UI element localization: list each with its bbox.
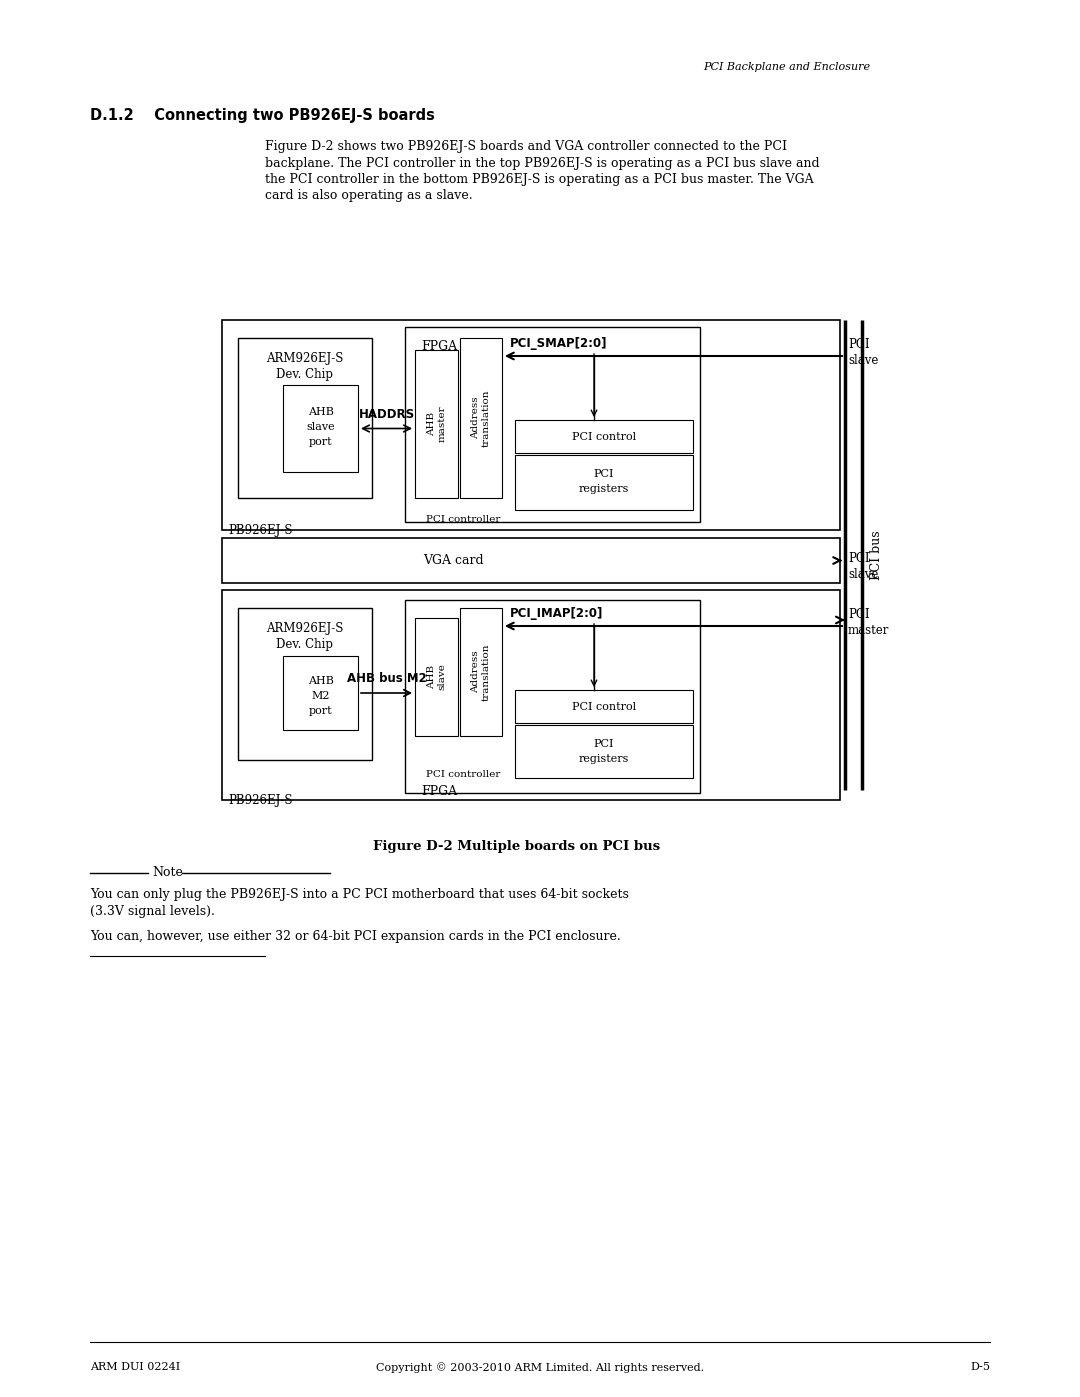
Text: FPGA: FPGA [421, 785, 457, 798]
Text: slave: slave [848, 353, 878, 367]
Text: AHB: AHB [308, 676, 334, 686]
Text: Address
translation: Address translation [471, 643, 490, 701]
Text: card is also operating as a slave.: card is also operating as a slave. [265, 190, 473, 203]
Bar [415, 351, 458, 497]
Text: PB926EJ-S: PB926EJ-S [228, 793, 293, 807]
Bar [222, 320, 840, 529]
Text: registers: registers [579, 754, 630, 764]
Text: AHB
master: AHB master [427, 405, 446, 443]
Text: M2: M2 [311, 692, 329, 701]
Text: Dev. Chip: Dev. Chip [276, 638, 334, 651]
Text: Dev. Chip: Dev. Chip [276, 367, 334, 381]
Bar [515, 455, 693, 510]
Text: PCI: PCI [848, 608, 869, 622]
Text: Figure D-2 shows two PB926EJ-S boards and VGA controller connected to the PCI: Figure D-2 shows two PB926EJ-S boards an… [265, 140, 787, 154]
Text: PB926EJ-S: PB926EJ-S [228, 524, 293, 536]
Text: PCI control: PCI control [572, 701, 636, 711]
Text: ARM DUI 0224I: ARM DUI 0224I [90, 1362, 180, 1372]
Text: PCI: PCI [848, 338, 869, 351]
Text: PCI controller: PCI controller [427, 515, 501, 524]
Text: PCI: PCI [594, 739, 615, 749]
Text: Note: Note [152, 866, 183, 879]
Bar [405, 599, 700, 793]
Text: Copyright © 2003-2010 ARM Limited. All rights reserved.: Copyright © 2003-2010 ARM Limited. All r… [376, 1362, 704, 1373]
Text: slave: slave [848, 569, 878, 581]
Text: Figure D-2 Multiple boards on PCI bus: Figure D-2 Multiple boards on PCI bus [373, 840, 660, 854]
Text: registers: registers [579, 483, 630, 495]
Bar [238, 608, 372, 760]
Bar [460, 338, 502, 497]
Bar [515, 420, 693, 453]
Bar [283, 386, 357, 472]
Text: ARM926EJ-S: ARM926EJ-S [267, 352, 343, 365]
Text: HADDRS: HADDRS [359, 408, 415, 420]
Text: You can only plug the PB926EJ-S into a PC PCI motherboard that uses 64-bit socke: You can only plug the PB926EJ-S into a P… [90, 888, 629, 901]
Text: You can, however, use either 32 or 64-bit PCI expansion cards in the PCI enclosu: You can, however, use either 32 or 64-bi… [90, 930, 621, 943]
Text: VGA card: VGA card [423, 555, 484, 567]
Text: (3.3V signal levels).: (3.3V signal levels). [90, 905, 215, 918]
Text: port: port [309, 705, 333, 717]
Text: PCI: PCI [594, 469, 615, 479]
Text: AHB: AHB [308, 407, 334, 416]
Text: port: port [309, 437, 333, 447]
Text: PCI_IMAP[2:0]: PCI_IMAP[2:0] [510, 608, 604, 620]
Text: AHB bus M2: AHB bus M2 [347, 672, 427, 685]
Text: ARM926EJ-S: ARM926EJ-S [267, 622, 343, 636]
Text: Address
translation: Address translation [471, 390, 490, 447]
Text: PCI: PCI [848, 552, 869, 564]
Text: slave: slave [307, 422, 335, 432]
Bar [283, 657, 357, 731]
Text: AHB
slave: AHB slave [427, 664, 446, 690]
Text: D-5: D-5 [970, 1362, 990, 1372]
Text: PCI Backplane and Enclosure: PCI Backplane and Enclosure [703, 61, 870, 73]
Text: PCI_SMAP[2:0]: PCI_SMAP[2:0] [510, 337, 607, 351]
Text: the PCI controller in the bottom PB926EJ-S is operating as a PCI bus master. The: the PCI controller in the bottom PB926EJ… [265, 173, 813, 186]
Text: PCI bus: PCI bus [869, 531, 882, 580]
Text: master: master [848, 624, 889, 637]
Bar [515, 690, 693, 724]
Text: PCI controller: PCI controller [427, 770, 501, 780]
Text: PCI control: PCI control [572, 432, 636, 441]
Bar [515, 725, 693, 778]
Bar [222, 538, 840, 583]
Bar [405, 327, 700, 522]
Bar [238, 338, 372, 497]
Text: backplane. The PCI controller in the top PB926EJ-S is operating as a PCI bus sla: backplane. The PCI controller in the top… [265, 156, 820, 169]
Text: FPGA: FPGA [421, 339, 457, 353]
Text: D.1.2    Connecting two PB926EJ-S boards: D.1.2 Connecting two PB926EJ-S boards [90, 108, 435, 123]
Bar [222, 590, 840, 800]
Bar [415, 617, 458, 736]
Bar [460, 608, 502, 736]
